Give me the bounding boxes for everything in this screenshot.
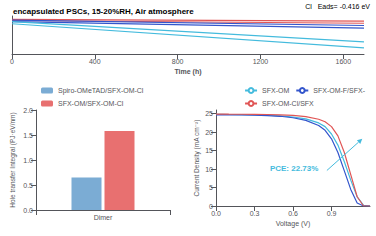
svg-text:25: 25: [205, 110, 213, 117]
svg-text:10: 10: [205, 166, 213, 173]
svg-text:Dimer: Dimer: [94, 214, 113, 221]
svg-text:15: 15: [205, 147, 213, 154]
svg-text:SFX-OM-F/SFX-: SFX-OM-F/SFX-: [313, 87, 365, 94]
svg-text:1200: 1200: [253, 58, 269, 65]
svg-text:SFX-OM-Cl/SFX: SFX-OM-Cl/SFX: [262, 100, 314, 107]
svg-text:800: 800: [172, 58, 184, 65]
svg-text:0.0: 0.0: [211, 210, 221, 217]
svg-text:1600: 1600: [336, 58, 352, 65]
svg-text:encapsulated PSCs, 15-20%RH, A: encapsulated PSCs, 15-20%RH, Air atmosph…: [13, 7, 194, 16]
svg-text:0.5: 0.5: [23, 182, 33, 189]
svg-text:Cl Eads= -0.416 eV: Cl Eads= -0.416 eV: [305, 3, 370, 10]
svg-text:20: 20: [205, 129, 213, 136]
svg-text:PCE: 22.73%: PCE: 22.73%: [270, 164, 318, 173]
svg-text:1.5: 1.5: [23, 132, 33, 139]
svg-text:Hole transfer Integral (PJ·eV/: Hole transfer Integral (PJ·eV/nm): [9, 112, 17, 207]
svg-text:Voltage (V): Voltage (V): [276, 220, 311, 228]
svg-text:0: 0: [10, 58, 14, 65]
svg-text:SFX-OM: SFX-OM: [262, 87, 289, 94]
svg-text:Spiro-OMeTAD/SFX-OM-Cl: Spiro-OMeTAD/SFX-OM-Cl: [58, 87, 144, 95]
svg-text:Time (h): Time (h): [174, 68, 201, 76]
svg-text:Current Density (mA cm⁻²): Current Density (mA cm⁻²): [193, 120, 201, 197]
svg-text:SFX-OM/SFX-OM-Cl: SFX-OM/SFX-OM-Cl: [58, 100, 124, 107]
svg-text:400: 400: [89, 58, 101, 65]
svg-text:0.9: 0.9: [327, 210, 337, 217]
svg-text:0.6: 0.6: [288, 210, 298, 217]
svg-text:2.0: 2.0: [23, 107, 33, 114]
svg-text:0.3: 0.3: [250, 210, 260, 217]
svg-text:5: 5: [209, 184, 213, 191]
svg-text:0: 0: [209, 203, 213, 210]
svg-text:1.0: 1.0: [23, 157, 33, 164]
svg-text:0.0: 0.0: [23, 207, 33, 214]
